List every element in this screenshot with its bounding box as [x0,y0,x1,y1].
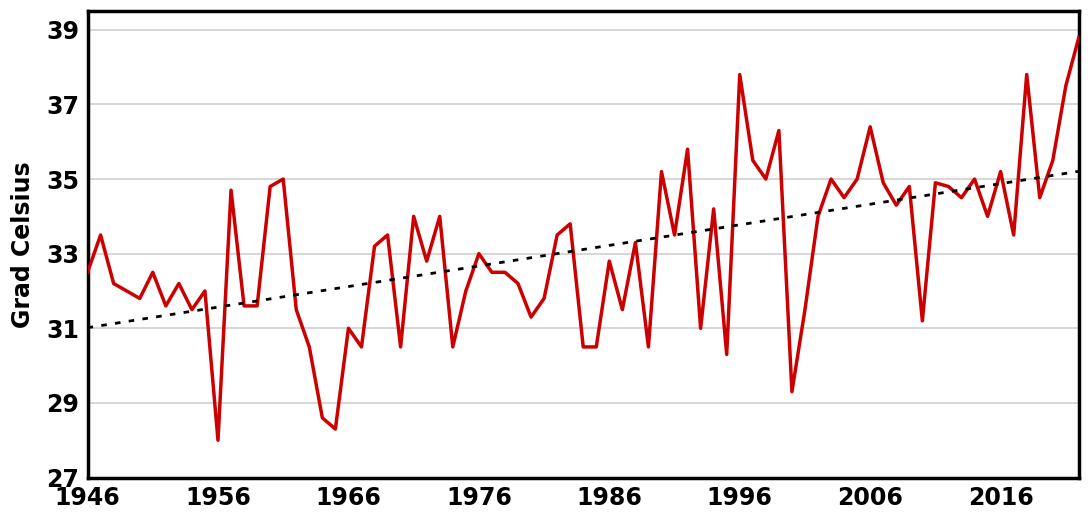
Y-axis label: Grad Celsius: Grad Celsius [11,161,35,328]
